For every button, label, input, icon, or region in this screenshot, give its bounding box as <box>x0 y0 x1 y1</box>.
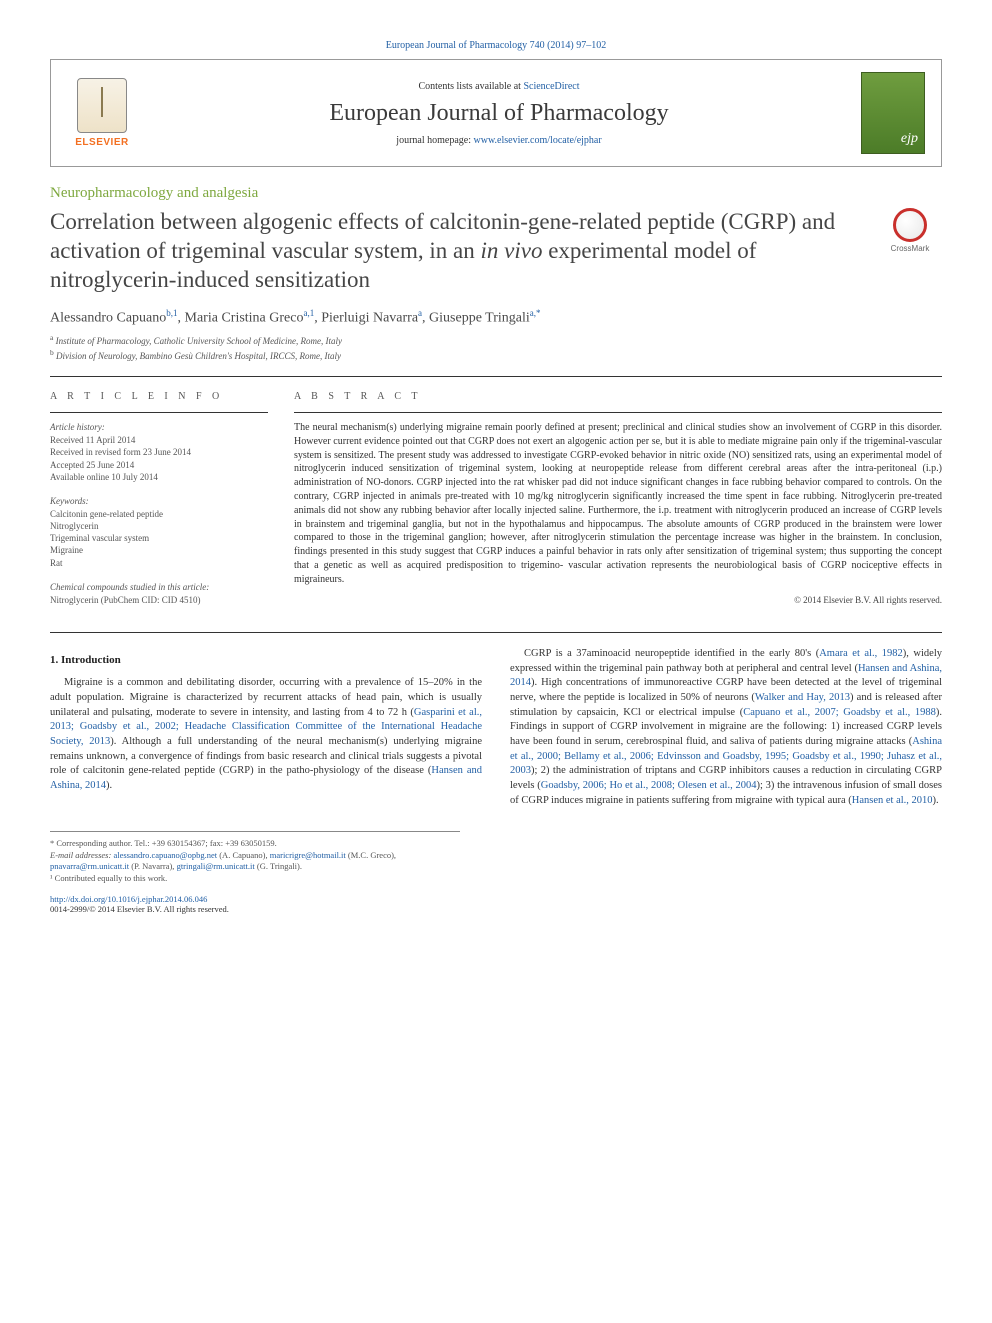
p1-d: ). <box>106 780 112 791</box>
kw-1: Calcitonin gene-related peptide <box>50 509 163 519</box>
author-2: Maria Cristina Greco <box>185 311 304 326</box>
contents-prefix: Contents lists available at <box>418 81 523 92</box>
journal-citation-link[interactable]: European Journal of Pharmacology 740 (20… <box>386 40 607 51</box>
divider-bottom <box>50 632 942 633</box>
author-3: Pierluigi Navarra <box>321 311 418 326</box>
article-history: Article history: Received 11 April 2014 … <box>50 421 268 483</box>
affiliations: a Institute of Pharmacology, Catholic Un… <box>50 333 942 362</box>
sciencedirect-link[interactable]: ScienceDirect <box>523 81 579 92</box>
abstract-pane: A B S T R A C T The neural mechanism(s) … <box>294 391 942 618</box>
footnotes: * Corresponding author. Tel.: +39 630154… <box>50 831 460 884</box>
email-1-who: (A. Capuano), <box>217 850 270 860</box>
author-3-sup: a <box>418 308 422 318</box>
cite-hansen-2010[interactable]: Hansen et al., 2010 <box>852 795 933 806</box>
corresponding-asterisk: * <box>536 308 541 318</box>
top-journal-link: European Journal of Pharmacology 740 (20… <box>50 40 942 51</box>
corresponding-author-note: * Corresponding author. Tel.: +39 630154… <box>50 838 460 849</box>
history-received: Received 11 April 2014 <box>50 435 135 445</box>
journal-header-box: ELSEVIER Contents lists available at Sci… <box>50 59 942 167</box>
crossmark-icon <box>893 208 927 242</box>
p2-a: CGRP is a 37aminoacid neuropeptide ident… <box>524 648 819 659</box>
abstract-copyright: © 2014 Elsevier B.V. All rights reserved… <box>294 595 942 605</box>
compounds-label: Chemical compounds studied in this artic… <box>50 581 268 593</box>
elsevier-tree-icon <box>77 78 127 133</box>
history-accepted: Accepted 25 June 2014 <box>50 460 134 470</box>
email-label: E-mail addresses: <box>50 850 113 860</box>
homepage-prefix: journal homepage: <box>396 135 473 146</box>
crossmark-label: CrossMark <box>891 244 930 253</box>
history-label: Article history: <box>50 421 268 433</box>
article-info-pane: A R T I C L E I N F O Article history: R… <box>50 391 268 618</box>
author-1: Alessandro Capuano <box>50 311 166 326</box>
email-4-who: (G. Tringali). <box>255 861 302 871</box>
intro-p1: Migraine is a common and debilitating di… <box>50 676 482 794</box>
kw-5: Rat <box>50 558 63 568</box>
cite-amara[interactable]: Amara et al., 1982 <box>819 648 903 659</box>
history-online: Available online 10 July 2014 <box>50 472 158 482</box>
compounds-block: Chemical compounds studied in this artic… <box>50 581 268 606</box>
email-1[interactable]: alessandro.capuano@opbg.net <box>113 850 217 860</box>
contrib-note: ¹ Contributed equally to this work. <box>50 873 460 884</box>
abstract-heading: A B S T R A C T <box>294 391 942 402</box>
homepage-link[interactable]: www.elsevier.com/locate/ejphar <box>474 135 602 146</box>
keywords-block: Keywords: Calcitonin gene-related peptid… <box>50 495 268 569</box>
doi-link[interactable]: http://dx.doi.org/10.1016/j.ejphar.2014.… <box>50 894 207 904</box>
divider-top <box>50 376 942 377</box>
kw-4: Migraine <box>50 545 83 555</box>
affiliation-b: Division of Neurology, Bambino Gesù Chil… <box>56 351 341 361</box>
p1-c: in the patho-physiology of the disease ( <box>258 765 432 776</box>
section-1-heading: 1. Introduction <box>50 653 482 668</box>
email-4[interactable]: gtringali@rm.unicatt.it <box>177 861 255 871</box>
intro-p2: CGRP is a 37aminoacid neuropeptide ident… <box>510 647 942 809</box>
article-info-heading: A R T I C L E I N F O <box>50 391 268 402</box>
journal-cover-thumbnail <box>861 72 925 154</box>
elsevier-wordmark: ELSEVIER <box>75 137 128 148</box>
cite-walker-hay[interactable]: Walker and Hay, 2013 <box>755 692 850 703</box>
kw-2: Nitroglycerin <box>50 521 99 531</box>
crossmark-badge[interactable]: CrossMark <box>878 208 942 253</box>
journal-name: European Journal of Pharmacology <box>137 100 861 127</box>
doi-block: http://dx.doi.org/10.1016/j.ejphar.2014.… <box>50 894 942 914</box>
contents-line: Contents lists available at ScienceDirec… <box>137 81 861 92</box>
issn-copyright: 0014-2999/© 2014 Elsevier B.V. All right… <box>50 904 229 914</box>
author-1-sup: b,1 <box>166 308 177 318</box>
affiliation-a: Institute of Pharmacology, Catholic Univ… <box>56 336 342 346</box>
section-category: Neuropharmacology and analgesia <box>50 185 942 202</box>
emails-line: E-mail addresses: alessandro.capuano@opb… <box>50 850 460 873</box>
abstract-divider <box>294 412 942 413</box>
info-divider <box>50 412 268 413</box>
compound-1: Nitroglycerin (PubChem CID: CID 4510) <box>50 595 200 605</box>
kw-3: Trigeminal vascular system <box>50 533 149 543</box>
email-3-who: (P. Navarra), <box>129 861 176 871</box>
email-2-who: (M.C. Greco), <box>346 850 396 860</box>
author-4: Giuseppe Tringali <box>429 311 530 326</box>
homepage-line: journal homepage: www.elsevier.com/locat… <box>137 135 861 146</box>
article-title: Correlation between algogenic effects of… <box>50 208 862 294</box>
keywords-label: Keywords: <box>50 495 268 507</box>
journal-header-center: Contents lists available at ScienceDirec… <box>137 81 861 146</box>
author-2-sup: a,1 <box>303 308 314 318</box>
article-body: 1. Introduction Migraine is a common and… <box>50 647 942 809</box>
authors-line: Alessandro Capuanob,1, Maria Cristina Gr… <box>50 308 942 327</box>
email-2[interactable]: maricrigre@hotmail.it <box>270 850 346 860</box>
history-revised: Received in revised form 23 June 2014 <box>50 447 191 457</box>
elsevier-logo: ELSEVIER <box>67 78 137 148</box>
cite-capuano-goadsby[interactable]: Capuano et al., 2007; Goadsby et al., 19… <box>743 707 936 718</box>
p2-h: ). <box>933 795 939 806</box>
email-3[interactable]: pnavarra@rm.unicatt.it <box>50 861 129 871</box>
title-italic: in vivo <box>481 238 543 263</box>
cite-goadsby-ho-olesen[interactable]: Goadsby, 2006; Ho et al., 2008; Olesen e… <box>541 780 757 791</box>
abstract-text: The neural mechanism(s) underlying migra… <box>294 421 942 587</box>
